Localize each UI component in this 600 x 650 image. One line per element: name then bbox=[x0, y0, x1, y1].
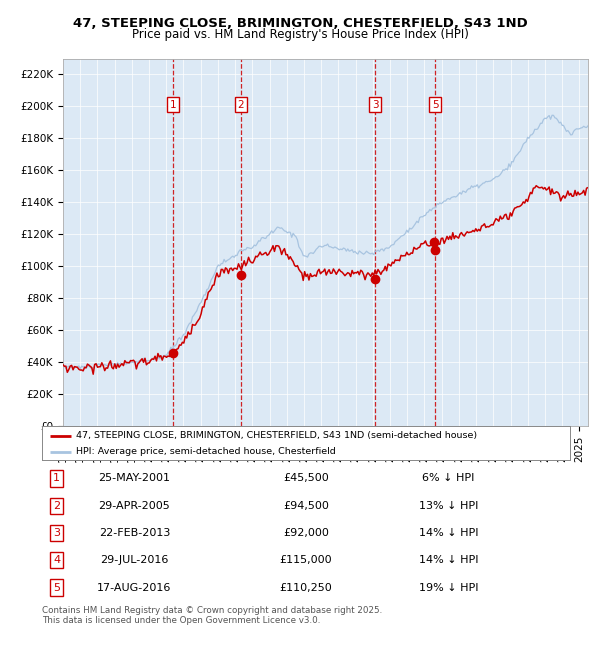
Text: £115,000: £115,000 bbox=[280, 555, 332, 566]
Text: 22-FEB-2013: 22-FEB-2013 bbox=[99, 528, 170, 538]
Text: HPI: Average price, semi-detached house, Chesterfield: HPI: Average price, semi-detached house,… bbox=[76, 447, 336, 456]
Text: £94,500: £94,500 bbox=[283, 500, 329, 511]
Text: 1: 1 bbox=[53, 473, 60, 484]
Text: Price paid vs. HM Land Registry's House Price Index (HPI): Price paid vs. HM Land Registry's House … bbox=[131, 28, 469, 41]
Text: £45,500: £45,500 bbox=[283, 473, 329, 484]
Text: 4: 4 bbox=[53, 555, 61, 566]
Text: 14% ↓ HPI: 14% ↓ HPI bbox=[419, 555, 478, 566]
Text: 14% ↓ HPI: 14% ↓ HPI bbox=[419, 528, 478, 538]
Text: 13% ↓ HPI: 13% ↓ HPI bbox=[419, 500, 478, 511]
Text: 47, STEEPING CLOSE, BRIMINGTON, CHESTERFIELD, S43 1ND: 47, STEEPING CLOSE, BRIMINGTON, CHESTERF… bbox=[73, 17, 527, 30]
Text: Contains HM Land Registry data © Crown copyright and database right 2025.
This d: Contains HM Land Registry data © Crown c… bbox=[42, 606, 382, 625]
Text: £92,000: £92,000 bbox=[283, 528, 329, 538]
Text: 5: 5 bbox=[432, 100, 439, 110]
Text: £110,250: £110,250 bbox=[280, 582, 332, 593]
Text: 2: 2 bbox=[53, 500, 61, 511]
Text: 3: 3 bbox=[372, 100, 379, 110]
Text: 6% ↓ HPI: 6% ↓ HPI bbox=[422, 473, 475, 484]
Text: 17-AUG-2016: 17-AUG-2016 bbox=[97, 582, 172, 593]
Text: 1: 1 bbox=[170, 100, 176, 110]
Text: 5: 5 bbox=[53, 582, 60, 593]
Text: 3: 3 bbox=[53, 528, 60, 538]
Text: 19% ↓ HPI: 19% ↓ HPI bbox=[419, 582, 478, 593]
Text: 47, STEEPING CLOSE, BRIMINGTON, CHESTERFIELD, S43 1ND (semi-detached house): 47, STEEPING CLOSE, BRIMINGTON, CHESTERF… bbox=[76, 432, 478, 440]
Text: 29-APR-2005: 29-APR-2005 bbox=[98, 500, 170, 511]
Text: 2: 2 bbox=[238, 100, 244, 110]
Text: 25-MAY-2001: 25-MAY-2001 bbox=[98, 473, 170, 484]
Text: 29-JUL-2016: 29-JUL-2016 bbox=[100, 555, 169, 566]
